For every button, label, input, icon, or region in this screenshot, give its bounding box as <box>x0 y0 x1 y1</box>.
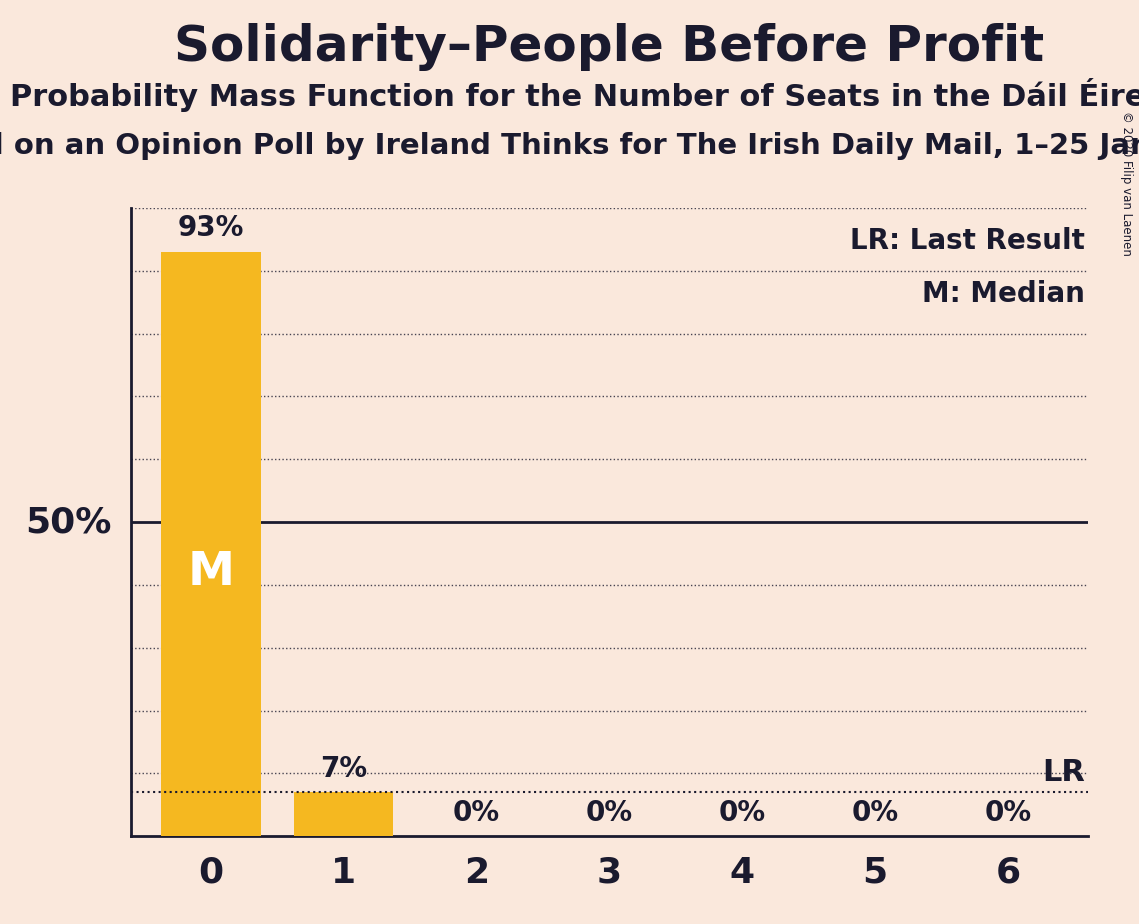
Text: © 2020 Filip van Laenen: © 2020 Filip van Laenen <box>1121 111 1133 256</box>
Text: 93%: 93% <box>178 214 244 242</box>
Text: M: M <box>187 550 235 595</box>
Bar <box>294 792 393 836</box>
Text: LR: Last Result: LR: Last Result <box>850 226 1085 255</box>
Text: Solidarity–People Before Profit: Solidarity–People Before Profit <box>174 23 1044 71</box>
Text: 0%: 0% <box>852 798 899 827</box>
Text: 0%: 0% <box>719 798 765 827</box>
Text: 50%: 50% <box>25 505 112 539</box>
Text: LR: LR <box>1042 759 1085 787</box>
Bar <box>161 252 261 836</box>
Text: 0%: 0% <box>984 798 1032 827</box>
Text: Probability Mass Function for the Number of Seats in the Dáil Éireann: Probability Mass Function for the Number… <box>10 78 1139 112</box>
Text: 7%: 7% <box>320 755 367 783</box>
Text: 0%: 0% <box>453 798 500 827</box>
Text: Based on an Opinion Poll by Ireland Thinks for The Irish Daily Mail, 1–25 Januar: Based on an Opinion Poll by Ireland Thin… <box>0 132 1139 160</box>
Text: 0%: 0% <box>585 798 633 827</box>
Text: M: Median: M: Median <box>923 280 1085 309</box>
